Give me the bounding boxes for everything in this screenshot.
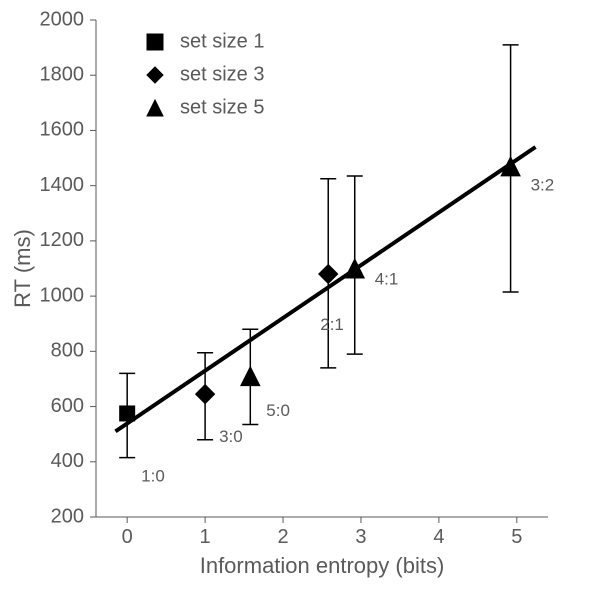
x-axis-title: Information entropy (bits)	[200, 553, 445, 578]
point-label: 5:0	[266, 401, 290, 420]
y-axis-title: RT (ms)	[10, 229, 35, 308]
y-tick-label: 1400	[40, 174, 85, 196]
rt-entropy-chart: 200 400 600 800 1000 1200 1400 1600 1800 2000 0 1 2 3…	[0, 0, 589, 601]
x-tick-label: 2	[277, 526, 288, 548]
legend-label: set size 1	[180, 30, 264, 52]
x-tick-label: 0	[122, 526, 133, 548]
y-tick-label: 600	[51, 395, 84, 417]
y-tick-label: 1800	[40, 64, 85, 86]
x-tick-label: 4	[433, 526, 444, 548]
y-tick-label: 1200	[40, 229, 85, 251]
point-label: 4:1	[375, 270, 399, 289]
x-tick-label: 5	[511, 526, 522, 548]
point-label: 3:0	[219, 427, 243, 446]
y-tick-label: 200	[51, 505, 84, 527]
y-tick-label: 400	[51, 450, 84, 472]
y-tick-label: 2000	[40, 8, 85, 30]
legend-label: set size 3	[180, 63, 264, 85]
x-tick-label: 1	[200, 526, 211, 548]
y-tick-label: 800	[51, 340, 84, 362]
chart-background	[0, 0, 589, 601]
y-tick-label: 1600	[40, 119, 85, 141]
point-label: 1:0	[141, 466, 165, 485]
x-tick-label: 3	[355, 526, 366, 548]
legend-label: set size 5	[180, 96, 264, 118]
y-tick-label: 1000	[40, 284, 85, 306]
point-label: 3:2	[531, 175, 555, 194]
data-point-set-size-1	[120, 406, 135, 421]
point-label: 2:1	[320, 315, 344, 334]
legend-marker-icon	[147, 34, 163, 50]
